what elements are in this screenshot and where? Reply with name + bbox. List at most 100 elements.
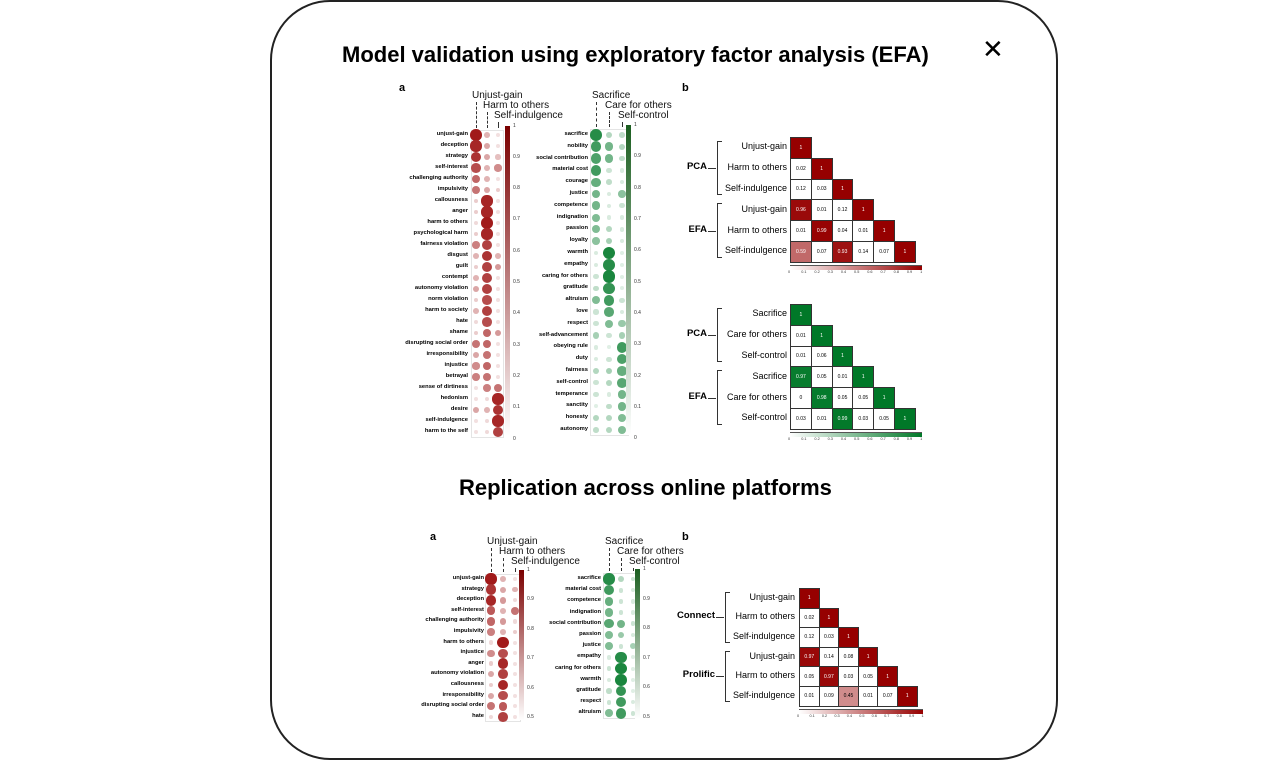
top-green-header-0: Sacrifice [592, 90, 631, 101]
top-red-row-label: harm to society [425, 307, 468, 313]
bottom-red-loading-dot [485, 573, 497, 585]
top-red-row-label: contempt [441, 274, 468, 280]
top-red-loading-dot [481, 261, 493, 273]
top-green-loading-dot [619, 179, 625, 185]
top-red-grid [470, 129, 504, 438]
top-red-loading-dot [496, 210, 500, 214]
bottom-red-loading-dot [498, 669, 508, 680]
top-red-row-label: challenging authority [409, 175, 468, 181]
top-red-loading-dot [496, 364, 500, 368]
panel-label-b-top: b [682, 82, 689, 94]
corr-red-bottom-colorscale-tick: 1 [921, 713, 924, 718]
top-red-colorbar-tick: 0.2 [513, 372, 520, 379]
top-green-loading-dot [593, 321, 599, 327]
top-green-loading-dot [593, 404, 598, 409]
top-red-loading-dot [481, 228, 493, 240]
top-red-loading-dot [473, 308, 479, 314]
top-red-loading-dot [496, 342, 500, 346]
bottom-red-loading-dot [513, 640, 517, 645]
top-red-loading-dot [495, 154, 501, 160]
bottom-green-loading-dot [618, 587, 624, 593]
top-red-colorbar-tick: 0.1 [513, 404, 520, 411]
corr-red-top-colorscale-tick: 0.9 [906, 269, 913, 274]
top-green-row-label: duty [575, 355, 588, 362]
bottom-green-colorbar-tick: 0.7 [643, 654, 650, 661]
corr-red-top-colorscale-tick: 0.1 [801, 269, 807, 274]
bottom-red-loading-dot [486, 702, 495, 711]
corr-red-top-cell: 0.93 [831, 241, 854, 263]
bottom-red-loading-dot [487, 628, 495, 636]
bottom-red-row-label: challenging authority [425, 617, 484, 624]
bottom-green-loading-dot [631, 666, 635, 671]
corr-green-top-cell: 1 [873, 387, 895, 409]
top-green-colorbar-tick: 0.8 [634, 184, 641, 191]
corr-green-top-cell: 1 [894, 408, 916, 430]
bottom-red-loading-dot [497, 679, 509, 691]
top-red-header-connector-0 [476, 102, 477, 128]
corr-red-bottom-cell: 1 [857, 646, 879, 668]
bottom-red-loading-dot [512, 598, 518, 603]
top-green-loading-dot [619, 215, 625, 220]
corr-red-top-group-bracket [717, 203, 722, 258]
top-red-row-label: callousness [434, 197, 468, 203]
top-red-loading-dot [471, 185, 481, 195]
top-green-loading-dot [606, 356, 612, 362]
top-green-loading-dot [593, 427, 599, 433]
bottom-green-header-connector-2 [633, 568, 634, 572]
corr-green-top-group-bracket [717, 308, 722, 363]
top-red-loading-dot [496, 243, 500, 247]
top-red-loading-dot [472, 241, 480, 249]
corr-red-bottom-colorscale-tick: 0.4 [846, 713, 853, 718]
top-green-loading-dot [603, 258, 615, 271]
bottom-green-loading-dot [603, 573, 615, 585]
bottom-green-loading-dot [618, 598, 624, 604]
corr-red-bottom-row-label: Harm to others [735, 611, 795, 622]
top-red-loading-dot [496, 177, 500, 181]
bottom-red-header-0: Unjust-gain [487, 536, 538, 547]
top-red-colorbar-tick: 0.3 [513, 341, 520, 348]
bottom-red-loading-dot [498, 701, 508, 711]
bottom-green-loading-dot [617, 631, 625, 639]
corr-red-bottom-colorscale-tick: 0 [797, 713, 800, 718]
bottom-green-loading-dot [604, 596, 614, 606]
bottom-green-loading-dot [630, 710, 636, 716]
corr-red-top-cell: 0.12 [790, 178, 812, 201]
top-green-loading-dot [590, 165, 602, 176]
corr-red-bottom-cell: 1 [799, 588, 820, 609]
bottom-green-header-1: Care for others [617, 546, 684, 557]
top-red-loading-dot [484, 132, 490, 138]
corr-green-top-cell: 1 [790, 304, 812, 326]
top-green-loading-dot [593, 345, 599, 350]
top-red-colorbar-tick: 0.7 [513, 216, 520, 223]
corr-red-bottom-cell: 0.45 [838, 686, 859, 707]
top-red-loading-dot [474, 430, 478, 434]
top-red-loading-dot [494, 164, 502, 172]
top-red-row-label: hate [456, 318, 468, 324]
bottom-green-header-0: Sacrifice [605, 536, 644, 547]
top-green-row-label: material cost [552, 166, 588, 173]
top-green-loading-dot [593, 309, 599, 315]
top-green-loading-dot [591, 201, 601, 211]
top-green-colorbar-tick: 0.2 [634, 372, 641, 379]
bottom-red-loading-dot [485, 584, 497, 595]
bottom-green-loading-dot [605, 631, 613, 639]
top-red-loading-dot [492, 404, 504, 416]
top-green-loading-dot [606, 403, 612, 410]
corr-green-top-cell: 0.97 [790, 366, 812, 389]
top-green-loading-dot [619, 274, 624, 279]
top-red-loading-dot [473, 330, 479, 336]
bottom-green-loading-dot [618, 610, 624, 616]
bottom-green-row-label: sacrifice [577, 575, 601, 581]
top-red-loading-dot [472, 373, 480, 381]
bottom-red-loading-dot [500, 576, 506, 582]
close-icon[interactable]: ✕ [982, 34, 1004, 64]
corr-green-top-cell: 0.03 [790, 408, 812, 430]
top-red-row-label: anger [452, 208, 468, 214]
top-red-row-label: self-interest [435, 164, 468, 170]
top-green-loading-dot [604, 307, 614, 317]
top-green-loading-dot [590, 141, 602, 153]
top-green-loading-dot [591, 296, 601, 305]
corr-green-top-cell: 0.01 [790, 324, 812, 347]
bottom-red-loading-dot [500, 607, 506, 614]
corr-red-top-cell: 1 [810, 157, 833, 180]
